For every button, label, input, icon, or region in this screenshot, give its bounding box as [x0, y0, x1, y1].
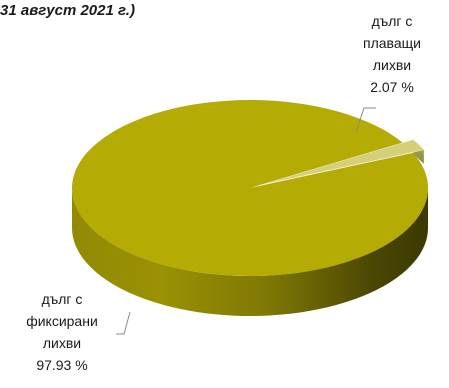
label-floating-line-1: дълг с: [371, 13, 413, 29]
label-fixed-line-2: фиксирани: [26, 313, 98, 329]
leader-line-fixed-rate: [116, 311, 131, 335]
label-floating-line-3: лихви: [372, 57, 412, 73]
label-fixed-value: 97.93 %: [36, 357, 88, 373]
pie-group: [72, 100, 429, 316]
slice-fixed-rate: [72, 100, 429, 277]
data-label-floating-rate: дълг с плаващи лихви 2.07 %: [344, 10, 440, 98]
label-fixed-line-1: дълг с: [41, 291, 83, 307]
leader-lines: [116, 107, 376, 335]
slice-side-fixed-rate: [72, 188, 428, 316]
leader-line-floating-rate: [355, 107, 376, 133]
label-fixed-line-3: лихви: [42, 335, 82, 351]
slice-floating-rate: [260, 139, 425, 186]
chart-title: 31 август 2021 г.): [0, 2, 135, 19]
data-label-fixed-rate: дълг с фиксирани лихви 97.93 %: [2, 288, 122, 376]
label-floating-value: 2.07 %: [370, 79, 414, 95]
label-floating-line-2: плаващи: [363, 35, 421, 51]
